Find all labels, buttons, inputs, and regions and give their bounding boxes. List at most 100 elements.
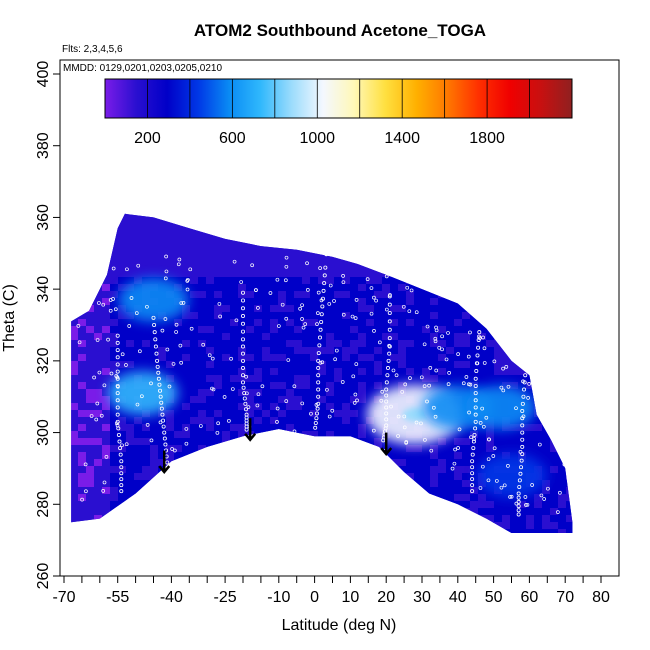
field-cell	[518, 508, 526, 515]
sample-point	[466, 382, 471, 387]
track-point	[152, 322, 157, 327]
field-cell	[334, 340, 342, 347]
field-cell	[110, 410, 118, 417]
field-cell	[502, 438, 510, 445]
field-cell	[262, 326, 270, 333]
field-cell	[422, 354, 430, 361]
sample-point	[101, 302, 106, 307]
field-cell	[446, 452, 454, 459]
field-cell	[230, 326, 238, 333]
sample-point	[521, 379, 525, 384]
field-cell	[238, 333, 246, 340]
field-cell	[142, 417, 150, 424]
field-cell	[286, 249, 294, 256]
field-cell	[78, 508, 86, 515]
field-cell	[94, 494, 102, 501]
sample-point	[300, 317, 304, 321]
field-cell	[382, 333, 390, 340]
field-cell	[334, 354, 342, 361]
field-cell	[190, 284, 198, 291]
field-cell	[558, 515, 566, 522]
field-cell	[86, 459, 94, 466]
sample-point	[374, 298, 378, 303]
field-cell	[206, 298, 214, 305]
field-cell	[326, 361, 334, 368]
sample-point	[120, 352, 125, 357]
field-cell	[430, 312, 438, 319]
field-cell	[94, 466, 102, 473]
track-point	[152, 330, 157, 335]
track-point	[158, 394, 163, 399]
field-cell	[454, 452, 462, 459]
sample-point	[486, 437, 491, 442]
field-cell	[198, 368, 206, 375]
sample-point	[537, 442, 542, 447]
field-cell	[262, 263, 270, 270]
track-point	[384, 380, 389, 385]
field-cell	[342, 277, 350, 284]
field-cell	[278, 277, 286, 284]
field-cell	[326, 347, 334, 354]
field-cell	[334, 417, 342, 424]
sample-point	[210, 356, 215, 361]
field-cell	[366, 375, 374, 382]
field-cell	[254, 284, 262, 291]
field-cell	[486, 375, 494, 382]
field-cell	[174, 403, 182, 410]
field-cell	[374, 382, 382, 389]
field-cell	[222, 249, 230, 256]
field-cell	[158, 228, 166, 235]
sample-point	[419, 421, 423, 426]
field-cell	[118, 221, 126, 228]
field-cell	[550, 466, 558, 473]
field-cell	[542, 431, 550, 438]
track-point	[473, 419, 478, 424]
field-cell	[550, 508, 558, 515]
field-cell	[278, 361, 286, 368]
track-point	[319, 320, 324, 325]
field-cell	[86, 424, 94, 431]
field-cell	[262, 375, 270, 382]
field-cell	[230, 382, 238, 389]
field-cell	[542, 515, 550, 522]
field-cell	[94, 375, 102, 382]
sample-point	[491, 454, 496, 458]
field-cell	[198, 438, 206, 445]
field-cell	[254, 347, 262, 354]
sample-point	[469, 435, 473, 440]
field-cell	[214, 354, 222, 361]
field-cell	[182, 333, 190, 340]
sample-point	[99, 413, 104, 418]
field-cell	[134, 361, 142, 368]
field-cell	[454, 431, 462, 438]
sample-point	[219, 443, 224, 448]
sample-point	[124, 442, 129, 447]
field-cell	[214, 424, 222, 431]
field-cell	[174, 347, 182, 354]
field-cell	[342, 389, 350, 396]
field-cell	[462, 347, 470, 354]
track-point	[151, 315, 156, 320]
field-cell	[134, 431, 142, 438]
field-cell	[102, 466, 110, 473]
field-cell	[262, 305, 270, 312]
field-cell	[430, 347, 438, 354]
field-cell	[206, 256, 214, 263]
field-cell	[342, 347, 350, 354]
field-cell	[454, 305, 462, 312]
sample-point	[492, 359, 497, 364]
field-cell	[158, 459, 166, 466]
field-cell	[294, 326, 302, 333]
field-cell	[174, 396, 182, 403]
track-point	[387, 336, 392, 341]
field-cell	[190, 263, 198, 270]
field-cell	[278, 319, 286, 326]
field-cell	[318, 256, 326, 263]
field-cell	[358, 305, 366, 312]
sample-point	[433, 336, 438, 341]
sample-point	[450, 466, 455, 471]
field-cell	[438, 494, 446, 501]
field-cell	[526, 501, 534, 508]
field-cell	[110, 403, 118, 410]
